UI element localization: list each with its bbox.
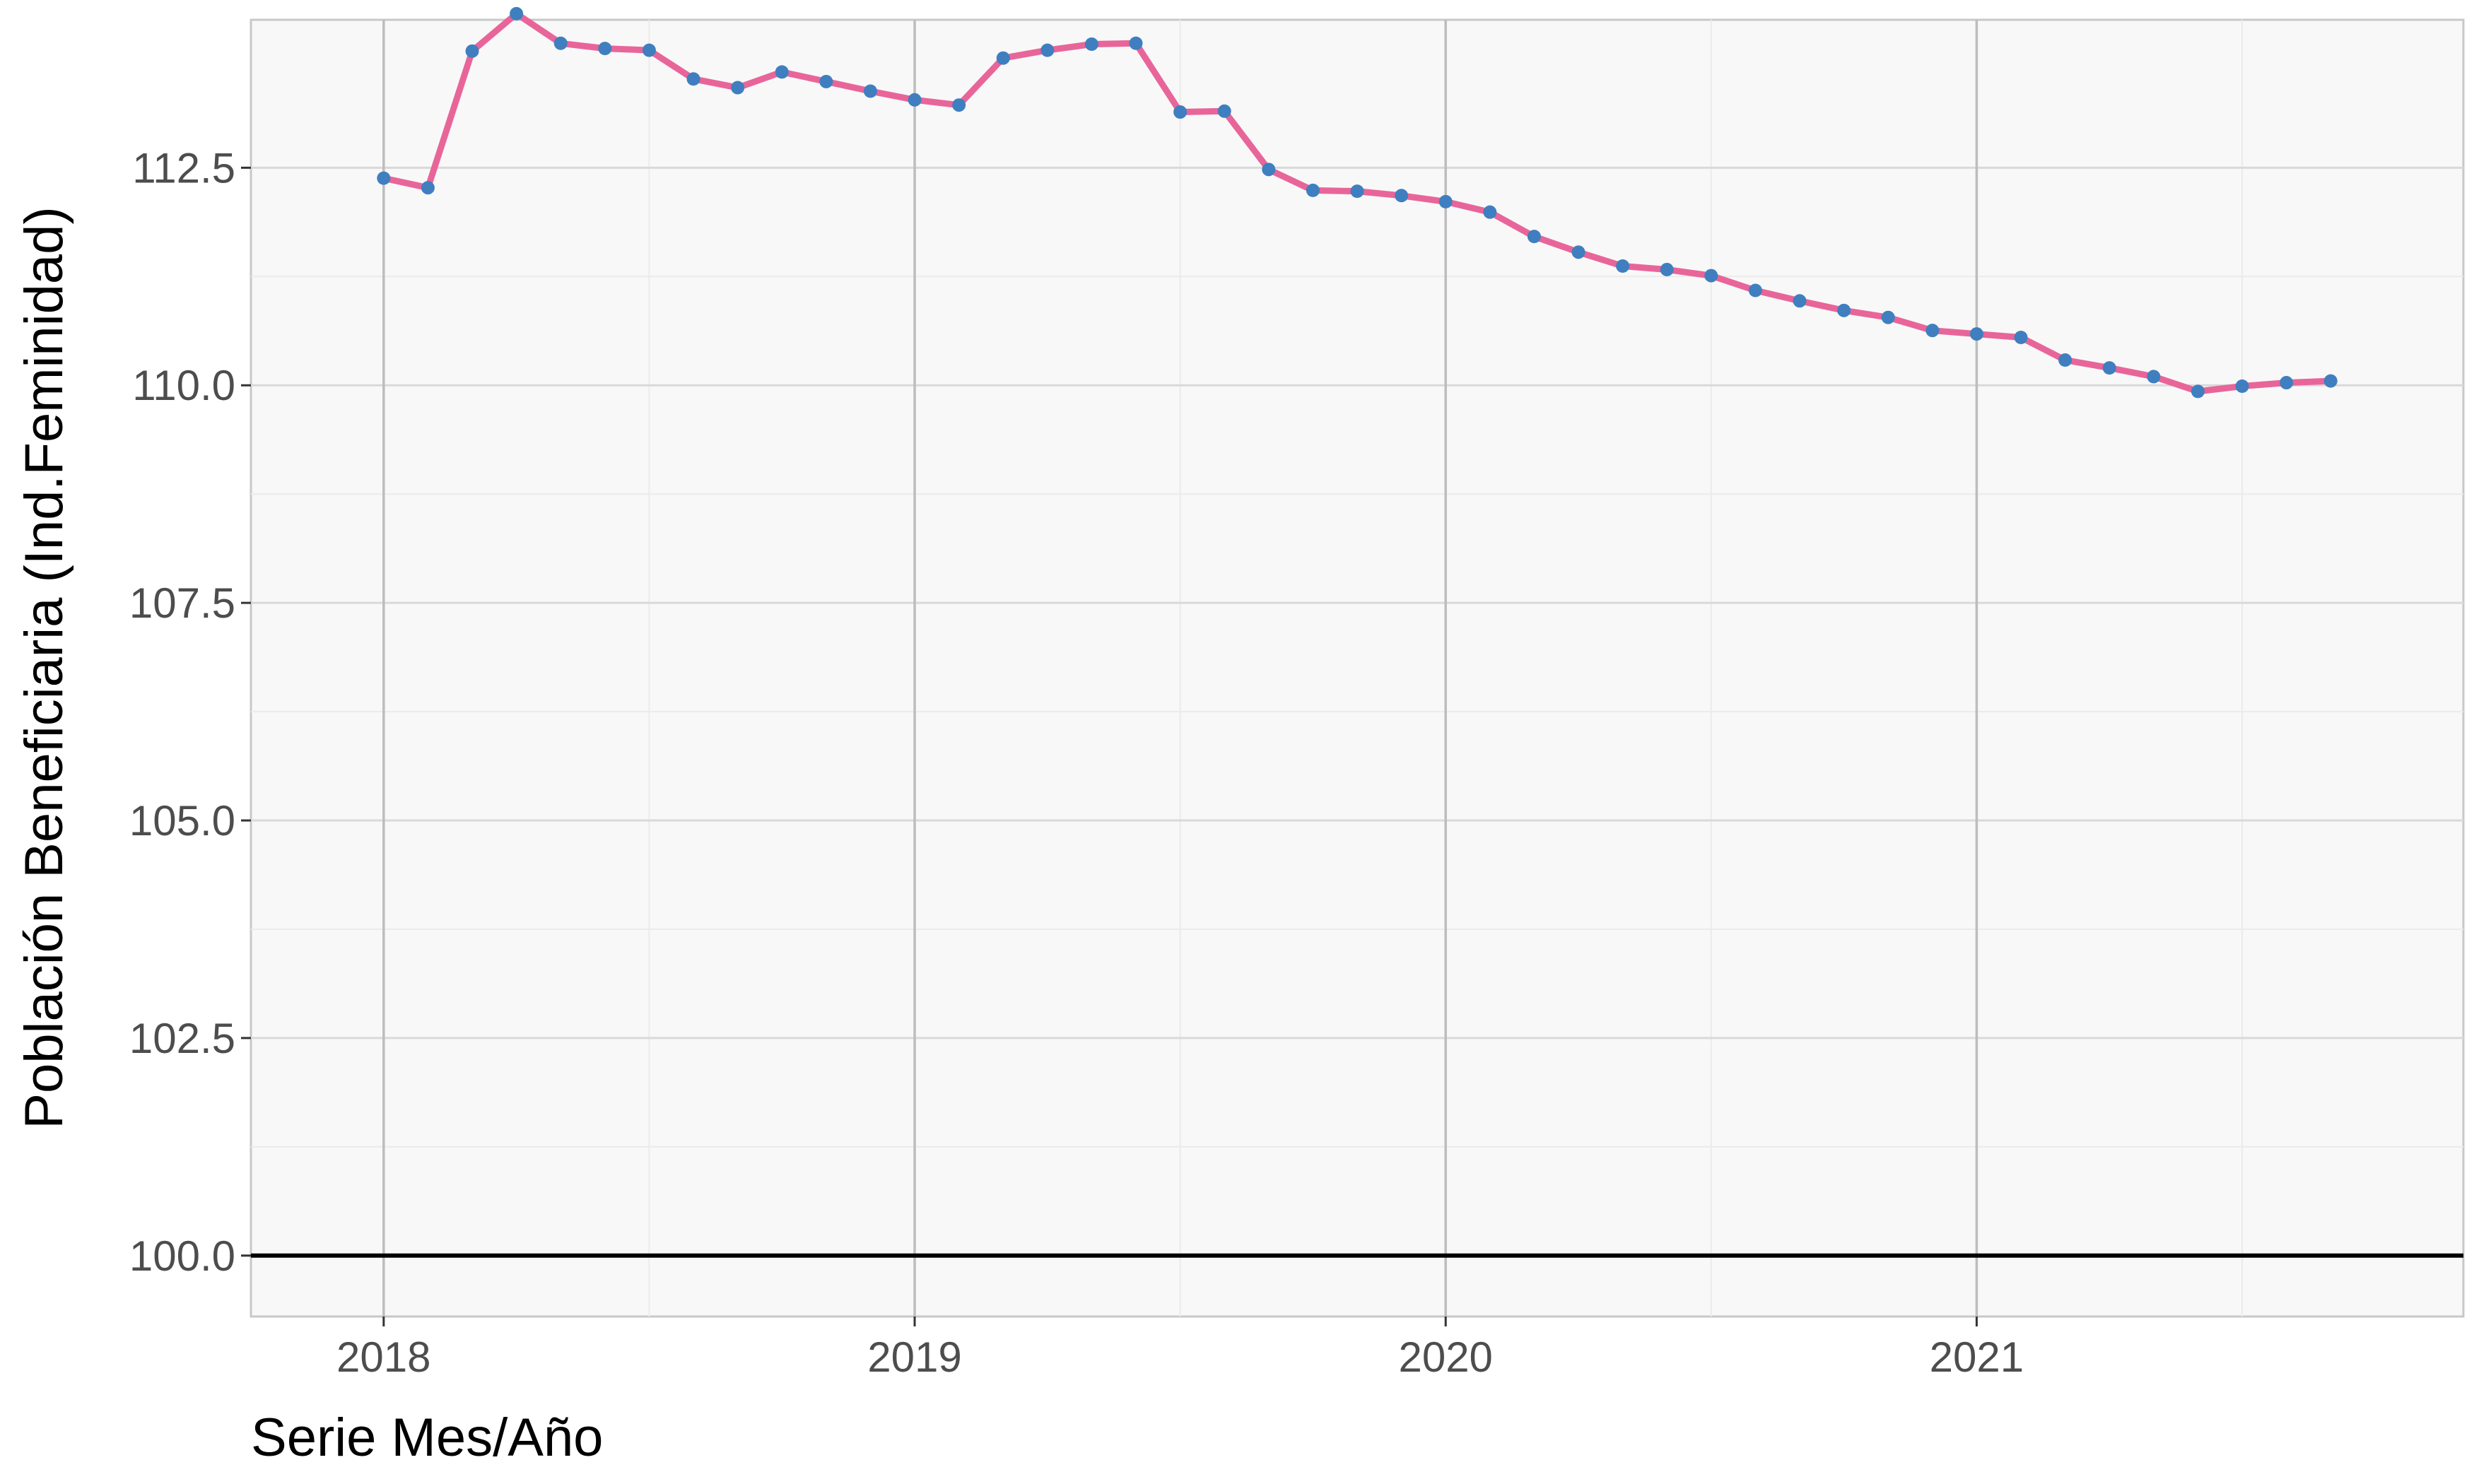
data-point bbox=[1084, 37, 1098, 51]
data-point bbox=[2323, 374, 2338, 388]
x-tick-label: 2021 bbox=[1930, 1333, 2024, 1381]
data-point bbox=[1395, 189, 1409, 203]
data-point bbox=[1173, 105, 1188, 119]
data-point bbox=[1350, 184, 1364, 199]
data-point bbox=[1837, 303, 1851, 317]
data-point bbox=[2014, 331, 2028, 345]
grid-lines bbox=[251, 20, 2463, 1317]
x-tick-label: 2019 bbox=[867, 1333, 961, 1381]
data-point bbox=[952, 98, 966, 112]
data-point bbox=[2191, 384, 2205, 399]
x-axis-title: Serie Mes/Año bbox=[251, 1408, 603, 1468]
data-point bbox=[996, 51, 1010, 65]
y-tick-label: 112.5 bbox=[132, 144, 235, 192]
data-point bbox=[1217, 104, 1231, 118]
data-point bbox=[1969, 327, 1983, 341]
data-point bbox=[2280, 376, 2294, 390]
x-tick-label: 2018 bbox=[336, 1333, 430, 1381]
data-point bbox=[686, 72, 700, 86]
data-point bbox=[642, 43, 656, 57]
data-point bbox=[1616, 259, 1630, 273]
data-point bbox=[731, 81, 745, 95]
data-point bbox=[1438, 194, 1453, 208]
y-tick-label: 105.0 bbox=[129, 797, 235, 844]
data-point bbox=[863, 84, 877, 98]
data-point bbox=[1262, 163, 1276, 177]
data-point bbox=[510, 6, 524, 20]
y-tick-label: 100.0 bbox=[129, 1232, 235, 1280]
data-point bbox=[775, 65, 789, 79]
y-axis-title: Población Beneficiaria (Ind.Feminidad) bbox=[14, 206, 74, 1129]
data-point bbox=[1793, 294, 1807, 308]
data-point bbox=[2147, 370, 2161, 384]
data-point bbox=[377, 171, 391, 185]
data-point bbox=[1660, 262, 1674, 276]
y-axis-ticks: 100.0 102.5 105.0 107.5 110.0 112.5 bbox=[129, 144, 251, 1280]
data-point bbox=[1925, 324, 1940, 338]
data-point bbox=[1704, 269, 1718, 283]
y-tick-label: 110.0 bbox=[132, 362, 235, 409]
data-point bbox=[1129, 36, 1143, 50]
data-point bbox=[2235, 379, 2249, 393]
series-layer bbox=[377, 6, 2338, 399]
data-point bbox=[553, 36, 568, 50]
data-point bbox=[2102, 361, 2116, 375]
y-tick-label: 102.5 bbox=[129, 1015, 235, 1062]
data-point bbox=[908, 93, 922, 107]
data-point bbox=[598, 42, 612, 56]
data-point bbox=[1483, 205, 1497, 219]
data-point bbox=[2058, 353, 2073, 367]
x-axis-ticks: 2018 2019 2020 2021 bbox=[336, 1317, 2024, 1381]
data-point bbox=[819, 74, 833, 88]
data-point bbox=[1881, 310, 1895, 324]
data-point bbox=[1527, 230, 1541, 244]
x-tick-label: 2020 bbox=[1398, 1333, 1492, 1381]
data-point bbox=[1748, 283, 1762, 298]
y-tick-label: 107.5 bbox=[129, 579, 235, 627]
data-point bbox=[1040, 43, 1055, 57]
data-point bbox=[465, 44, 479, 58]
data-point bbox=[1306, 183, 1320, 197]
plot-panel bbox=[250, 18, 2465, 1318]
data-point bbox=[1571, 245, 1585, 259]
data-point bbox=[421, 181, 435, 195]
